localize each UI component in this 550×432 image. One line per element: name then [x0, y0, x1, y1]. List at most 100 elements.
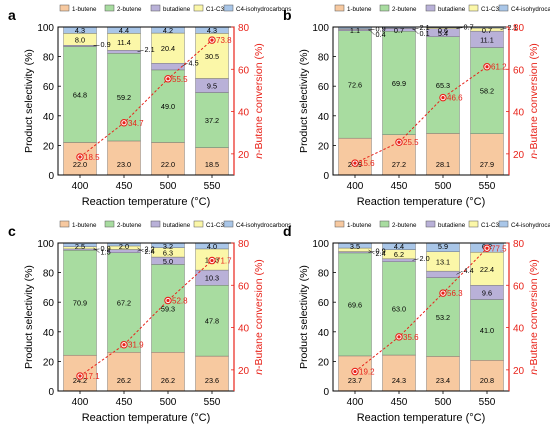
segment-label: 2.4 [376, 249, 386, 258]
y-tick-label: 0 [48, 171, 54, 182]
y-tick-label: 100 [37, 23, 54, 34]
y-tick-label: 0 [48, 387, 54, 398]
x-tick-label: 550 [204, 397, 221, 408]
legend-swatch [223, 4, 234, 12]
bar-segment [63, 250, 97, 356]
y-tick-label: 20 [43, 141, 55, 152]
y-tick-label: 100 [37, 239, 54, 250]
bar-segment [426, 133, 460, 176]
y2-tick-label: 60 [513, 65, 525, 76]
segment-label: 0.9 [376, 247, 386, 256]
legend-swatch [104, 220, 115, 228]
segment-label: 23.7 [348, 376, 362, 385]
legend-swatch [104, 4, 115, 12]
legend-swatch [193, 4, 204, 12]
y-tick-label: 40 [318, 328, 330, 339]
bar-segment [107, 252, 141, 353]
conversion-point-core [397, 140, 401, 144]
bar-segment [151, 142, 185, 176]
legend-swatch [150, 220, 161, 228]
y-axis-title: Product selectivity (%) [23, 265, 35, 369]
segment-label: 18.5 [205, 160, 219, 169]
segment-label: 26.2 [161, 376, 175, 385]
conversion-point-core [78, 155, 82, 159]
bar-segment [338, 252, 372, 357]
x-tick-label: 500 [435, 397, 452, 408]
y-tick-label: 60 [318, 298, 330, 309]
bar-segment [151, 352, 185, 392]
label-leader [412, 27, 419, 30]
panel-a: a 1-butene 2-butene butadiene C1-C3 C4-isohyd… [8, 4, 291, 208]
segment-label: 24.2 [73, 376, 87, 385]
y2-axis-title-rest: -Butane conversion (%) [528, 259, 540, 369]
panel-label: c [8, 223, 16, 239]
segment-label: 2.1 [145, 45, 155, 54]
segment-label: 26.2 [117, 376, 131, 385]
legend-label: 2-butene [392, 6, 417, 13]
segment-label: 2.1 [420, 23, 430, 32]
segment-label: 72.6 [348, 80, 362, 89]
segment-label: 9.6 [482, 288, 492, 297]
legend-swatch [498, 220, 509, 228]
conversion-point-core [78, 374, 82, 378]
segment-label: 30.5 [205, 52, 219, 61]
y-tick-label: 20 [43, 357, 55, 368]
legend-swatch [379, 220, 390, 228]
y-tick-label: 40 [43, 328, 55, 339]
segment-label: 4.4 [464, 266, 474, 275]
segment-label: 1.1 [350, 26, 360, 35]
segment-label: 4.0 [207, 242, 217, 251]
segment-label: 10.3 [205, 274, 219, 283]
x-tick-label: 550 [204, 181, 221, 192]
legend-label: butadiene [438, 222, 466, 229]
segment-label: 5.9 [438, 242, 448, 251]
conversion-label: 71.7 [216, 257, 232, 266]
segment-label: 49.0 [161, 102, 175, 111]
legend-label: C4-isohydrocarbons [511, 6, 550, 13]
y-tick-label: 60 [43, 82, 55, 93]
x-tick-label: 400 [72, 397, 89, 408]
segment-label: 4.4 [119, 26, 129, 35]
conversion-label: 46.6 [447, 94, 463, 103]
conversion-point-core [122, 343, 126, 347]
y2-tick-label: 80 [238, 23, 250, 34]
legend-label: butadiene [438, 6, 466, 13]
label-leader [93, 44, 100, 47]
y2-tick-label: 40 [238, 108, 250, 119]
y-tick-label: 60 [43, 298, 55, 309]
label-leader [93, 247, 100, 253]
legend-label: C1-C3 [206, 6, 224, 13]
y2-tick-label: 60 [238, 65, 250, 76]
y2-axis-title-italic: n [253, 153, 265, 159]
y2-tick-label: 40 [513, 324, 525, 335]
legend-swatch [468, 220, 479, 228]
x-tick-label: 450 [116, 397, 133, 408]
y2-axis-title: n-Butane conversion (%) [528, 43, 540, 159]
bar-segment [426, 270, 460, 278]
segment-label: 0.4 [376, 30, 386, 39]
segment-label: 2.1 [508, 23, 518, 32]
x-axis-title: Reaction temperature (°C) [357, 196, 486, 208]
conversion-label: 25.5 [403, 138, 419, 147]
conversion-point-core [210, 258, 214, 263]
segment-label: 22.4 [480, 265, 494, 274]
segment-label: 27.9 [480, 160, 494, 169]
conversion-line [79, 260, 213, 377]
segment-label: 4.5 [189, 58, 199, 67]
x-tick-label: 450 [391, 181, 408, 192]
label-leader [93, 248, 100, 250]
segment-label: 4.3 [207, 26, 217, 35]
segment-label: 20.8 [480, 376, 494, 385]
legend-label: butadiene [163, 222, 191, 229]
segment-label: 6.3 [163, 248, 173, 257]
segment-label: 0.7 [394, 26, 404, 35]
y2-tick-label: 60 [513, 281, 525, 292]
bar-segment [382, 354, 416, 392]
segment-label: 5.0 [163, 257, 173, 266]
conversion-label: 19.2 [359, 368, 375, 377]
y2-axis-title-italic: n [528, 369, 540, 375]
segment-label: 37.2 [205, 116, 219, 125]
segment-label: 41.0 [480, 326, 494, 335]
segment-label: 0.9 [376, 24, 386, 33]
y2-tick-label: 20 [238, 150, 250, 161]
